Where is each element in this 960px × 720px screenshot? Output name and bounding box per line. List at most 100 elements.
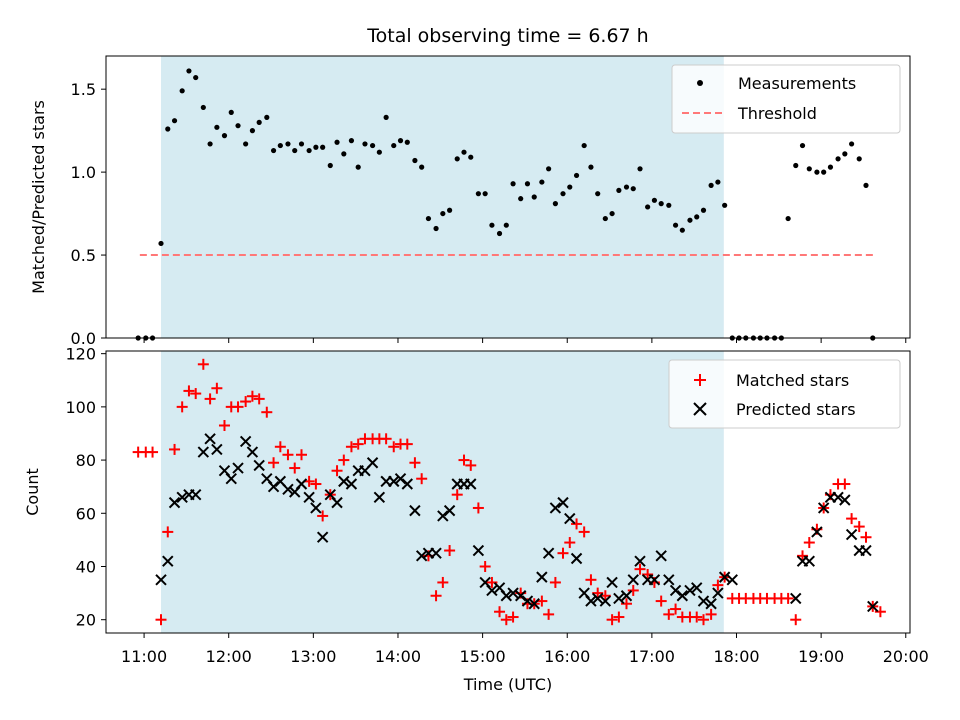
predicted-star-point bbox=[176, 491, 188, 504]
measurement-point bbox=[334, 139, 340, 145]
measurement-point bbox=[256, 119, 262, 125]
matched-star-point bbox=[782, 592, 794, 604]
matched-star-point bbox=[549, 576, 561, 588]
measurement-point bbox=[503, 222, 509, 228]
predicted-star-point bbox=[316, 531, 329, 543]
matched-star-point bbox=[557, 547, 569, 559]
legend-matched-label: Matched stars bbox=[736, 371, 849, 390]
measurement-point bbox=[341, 151, 347, 157]
predicted-star-point bbox=[282, 483, 294, 496]
matched-star-point bbox=[578, 526, 590, 538]
predicted-star-point bbox=[295, 478, 308, 490]
matched-star-point bbox=[416, 473, 428, 485]
measurement-point bbox=[391, 142, 397, 149]
measurement-point bbox=[595, 191, 601, 197]
predicted-star-point bbox=[465, 478, 477, 490]
measurement-point bbox=[277, 142, 283, 149]
matched-star-point bbox=[670, 603, 682, 615]
matched-star-point bbox=[494, 606, 506, 618]
predicted-star-point bbox=[211, 443, 223, 456]
measurement-point bbox=[397, 138, 404, 144]
measurement-point bbox=[200, 104, 206, 111]
predicted-star-point bbox=[472, 544, 485, 557]
measurement-point bbox=[179, 88, 185, 94]
predicted-star-point bbox=[549, 502, 562, 514]
measurement-point bbox=[376, 149, 382, 155]
matched-star-point bbox=[162, 526, 174, 538]
predicted-star-point bbox=[684, 584, 696, 597]
matched-star-point bbox=[606, 614, 618, 626]
predicted-star-point bbox=[521, 595, 534, 607]
measurement-point bbox=[214, 124, 220, 130]
legend-predicted-marker bbox=[693, 402, 707, 416]
predicted-star-point bbox=[655, 550, 667, 562]
predicted-star-point bbox=[592, 592, 604, 605]
measurement-point bbox=[623, 184, 630, 190]
predicted-star-point bbox=[409, 504, 421, 517]
predicted-star-point bbox=[564, 512, 576, 525]
predicted-star-point bbox=[155, 574, 167, 586]
measurement-point bbox=[447, 207, 453, 213]
predicted-star-point bbox=[712, 587, 724, 599]
predicted-star-point bbox=[507, 587, 519, 599]
predicted-star-point bbox=[832, 491, 844, 504]
matched-star-point bbox=[310, 478, 322, 490]
predicted-star-point bbox=[803, 555, 815, 567]
matched-star-point bbox=[246, 390, 258, 402]
measurement-point bbox=[228, 109, 234, 115]
matched-star-point bbox=[183, 385, 195, 397]
x-tick-label: 13:00 bbox=[290, 647, 336, 666]
matched-star-point bbox=[803, 537, 815, 549]
predicted-star-point bbox=[620, 590, 633, 602]
matched-star-point bbox=[253, 393, 265, 405]
predicted-star-point bbox=[168, 496, 181, 509]
y-tick-label: 100 bbox=[65, 398, 96, 417]
predicted-star-point bbox=[388, 475, 400, 488]
predicted-star-point bbox=[373, 491, 386, 504]
measurement-point bbox=[581, 142, 587, 149]
matched-star-point bbox=[295, 449, 307, 461]
matched-star-point bbox=[860, 531, 872, 543]
matched-star-point bbox=[705, 608, 717, 620]
predicted-star-point bbox=[613, 592, 625, 605]
measurement-point bbox=[518, 196, 524, 202]
matched-star-point bbox=[543, 608, 555, 620]
predicted-star-point bbox=[606, 576, 618, 589]
matched-star-point bbox=[797, 550, 809, 562]
measurement-point bbox=[355, 164, 361, 170]
matched-star-point bbox=[211, 382, 223, 394]
matched-star-point bbox=[409, 457, 421, 469]
predicted-star-point bbox=[190, 488, 202, 501]
measurement-point bbox=[243, 141, 249, 147]
measurement-point bbox=[489, 222, 495, 228]
predicted-star-point bbox=[253, 459, 265, 472]
measurement-point bbox=[588, 164, 594, 170]
predicted-star-point bbox=[225, 472, 237, 485]
bottom-y-ticks: 20 40 60 80 100 120 bbox=[65, 345, 106, 630]
measurement-point bbox=[158, 240, 164, 247]
measurement-point bbox=[412, 157, 418, 164]
matched-star-point bbox=[479, 560, 491, 572]
predicted-star-point bbox=[839, 494, 851, 506]
matched-star-point bbox=[176, 401, 188, 413]
measurement-point bbox=[616, 187, 622, 193]
measurement-point bbox=[285, 141, 291, 147]
measurement-point bbox=[419, 164, 425, 170]
measurement-point bbox=[609, 210, 615, 217]
x-tick-label: 19:00 bbox=[798, 647, 844, 666]
matched-star-point bbox=[345, 441, 357, 453]
measurement-point bbox=[320, 144, 326, 150]
predicted-star-point bbox=[267, 480, 280, 493]
measurement-point bbox=[298, 141, 305, 147]
matched-star-point bbox=[697, 614, 709, 626]
matched-star-point bbox=[444, 545, 456, 557]
measurement-point bbox=[722, 202, 728, 208]
matched-star-point bbox=[613, 611, 625, 623]
matched-star-point bbox=[451, 489, 463, 501]
bottom-predicted-group bbox=[155, 433, 879, 613]
predicted-star-point bbox=[627, 574, 639, 586]
measurement-point bbox=[327, 162, 333, 169]
measurement-point bbox=[651, 197, 658, 203]
matched-star-point bbox=[839, 478, 851, 490]
